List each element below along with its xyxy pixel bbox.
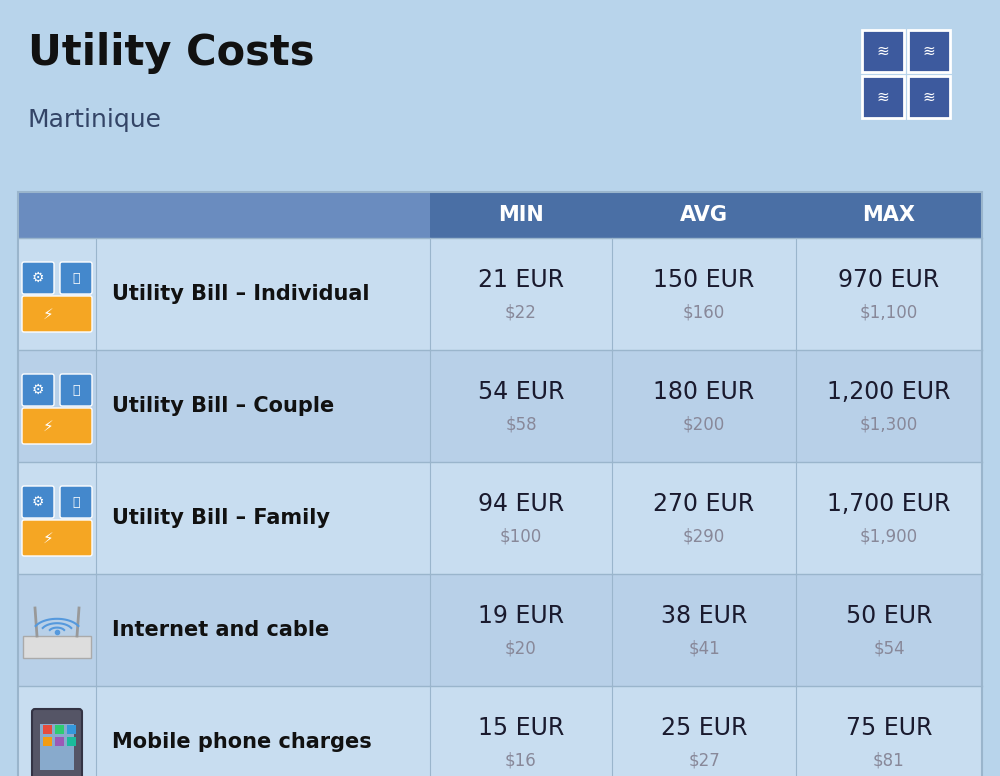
Text: 🧍: 🧍 <box>72 496 80 508</box>
Bar <box>67 725 76 734</box>
Bar <box>18 686 982 776</box>
FancyBboxPatch shape <box>22 262 54 294</box>
Bar <box>55 737 64 746</box>
Bar <box>43 725 52 734</box>
Text: $41: $41 <box>688 639 720 657</box>
Text: MAX: MAX <box>862 205 916 225</box>
Bar <box>908 30 950 72</box>
Text: $54: $54 <box>873 639 905 657</box>
FancyBboxPatch shape <box>60 486 92 518</box>
Text: ⚡: ⚡ <box>43 307 53 321</box>
Bar <box>18 350 982 462</box>
Text: $200: $200 <box>683 415 725 433</box>
Bar <box>430 192 982 238</box>
Bar <box>23 636 91 658</box>
FancyBboxPatch shape <box>22 520 92 556</box>
Text: $27: $27 <box>688 751 720 769</box>
Text: ⚙: ⚙ <box>32 271 44 285</box>
FancyBboxPatch shape <box>60 374 92 406</box>
Text: $1,300: $1,300 <box>860 415 918 433</box>
Text: $160: $160 <box>683 303 725 321</box>
Bar <box>18 238 982 350</box>
Text: 180 EUR: 180 EUR <box>653 380 755 404</box>
Text: ⚡: ⚡ <box>43 418 53 434</box>
Text: 🧍: 🧍 <box>72 272 80 285</box>
FancyBboxPatch shape <box>22 408 92 444</box>
Text: Utility Costs: Utility Costs <box>28 32 314 74</box>
Text: Internet and cable: Internet and cable <box>112 620 329 640</box>
Text: Utility Bill – Family: Utility Bill – Family <box>112 508 330 528</box>
FancyBboxPatch shape <box>22 486 54 518</box>
Bar <box>908 76 950 118</box>
Text: ≋: ≋ <box>923 89 935 105</box>
Bar <box>55 725 64 734</box>
Text: Utility Bill – Individual: Utility Bill – Individual <box>112 284 370 304</box>
Text: ≋: ≋ <box>877 89 889 105</box>
Text: Mobile phone charges: Mobile phone charges <box>112 732 372 752</box>
FancyBboxPatch shape <box>60 262 92 294</box>
FancyBboxPatch shape <box>22 374 54 406</box>
Text: 25 EUR: 25 EUR <box>661 716 747 740</box>
FancyBboxPatch shape <box>32 709 82 776</box>
Text: 1,200 EUR: 1,200 EUR <box>827 380 951 404</box>
Text: ⚙: ⚙ <box>32 383 44 397</box>
Bar <box>40 724 74 770</box>
Bar <box>67 737 76 746</box>
Text: $16: $16 <box>505 751 537 769</box>
Bar <box>862 76 904 118</box>
Text: $100: $100 <box>500 527 542 545</box>
Text: $1,900: $1,900 <box>860 527 918 545</box>
Text: 970 EUR: 970 EUR <box>838 268 940 292</box>
Text: 19 EUR: 19 EUR <box>478 604 564 628</box>
Text: 38 EUR: 38 EUR <box>661 604 747 628</box>
Text: MIN: MIN <box>498 205 544 225</box>
Text: 50 EUR: 50 EUR <box>846 604 932 628</box>
Text: ≋: ≋ <box>923 43 935 58</box>
Text: ⚡: ⚡ <box>43 531 53 546</box>
Bar <box>862 30 904 72</box>
Text: $81: $81 <box>873 751 905 769</box>
Bar <box>18 192 982 776</box>
Bar <box>18 192 430 238</box>
FancyBboxPatch shape <box>22 296 92 332</box>
Text: $1,100: $1,100 <box>860 303 918 321</box>
Text: 75 EUR: 75 EUR <box>846 716 932 740</box>
Bar <box>18 574 982 686</box>
Text: $22: $22 <box>505 303 537 321</box>
Text: 15 EUR: 15 EUR <box>478 716 564 740</box>
Text: 150 EUR: 150 EUR <box>653 268 755 292</box>
Text: AVG: AVG <box>680 205 728 225</box>
Text: 54 EUR: 54 EUR <box>478 380 564 404</box>
Text: 270 EUR: 270 EUR <box>653 492 755 516</box>
Text: ≋: ≋ <box>877 43 889 58</box>
Bar <box>18 462 982 574</box>
Text: $20: $20 <box>505 639 537 657</box>
Text: Martinique: Martinique <box>28 108 162 132</box>
Text: 21 EUR: 21 EUR <box>478 268 564 292</box>
Text: 🧍: 🧍 <box>72 383 80 397</box>
Text: ⚙: ⚙ <box>32 495 44 509</box>
Text: $290: $290 <box>683 527 725 545</box>
Text: $58: $58 <box>505 415 537 433</box>
Text: 94 EUR: 94 EUR <box>478 492 564 516</box>
Text: 1,700 EUR: 1,700 EUR <box>827 492 951 516</box>
Bar <box>43 737 52 746</box>
Text: Utility Bill – Couple: Utility Bill – Couple <box>112 396 334 416</box>
